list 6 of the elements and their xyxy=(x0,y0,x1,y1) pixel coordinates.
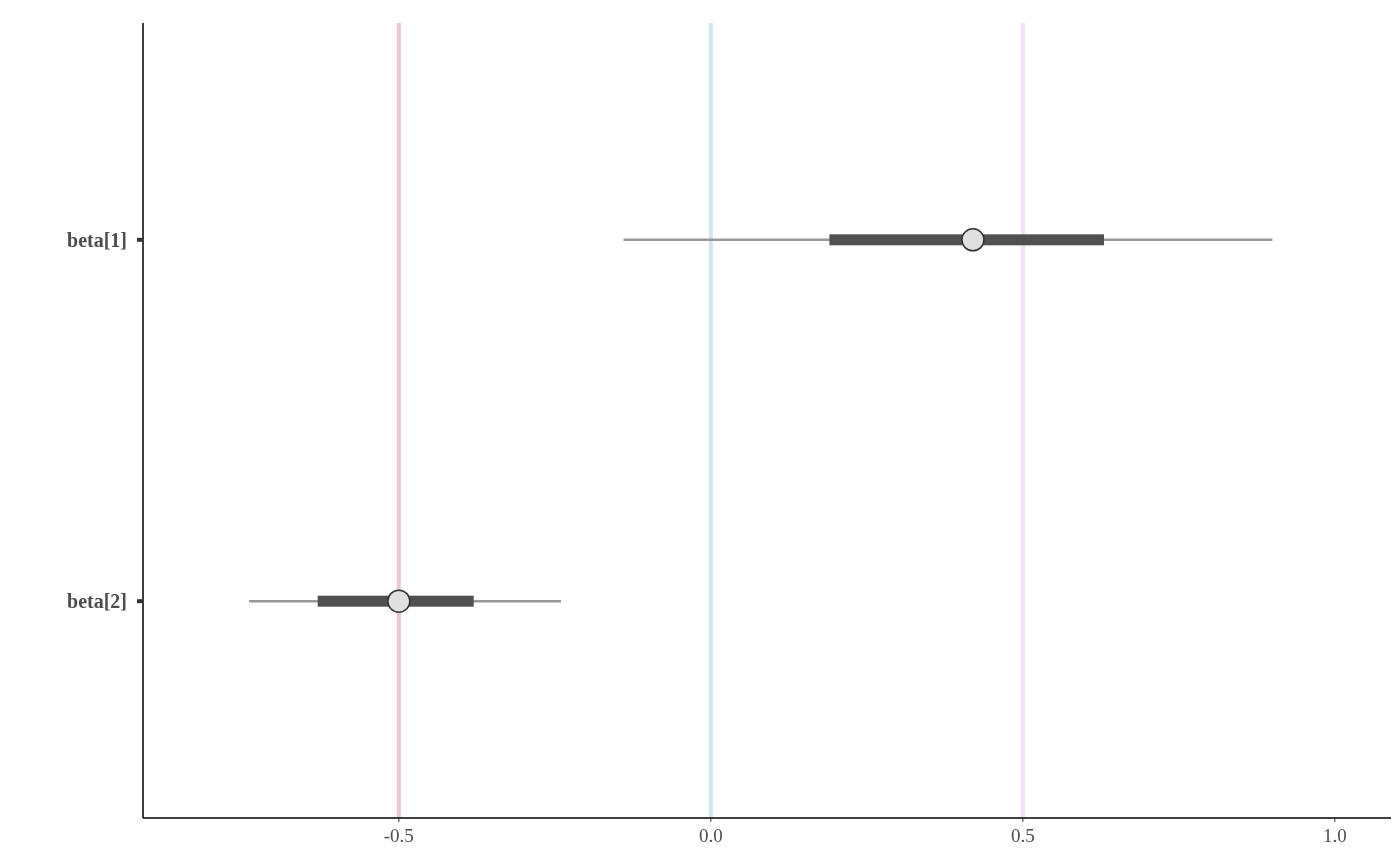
y-tick-label: beta[1] xyxy=(67,228,127,251)
x-tick-label: -0.5 xyxy=(383,825,414,846)
y-tick-label: beta[2] xyxy=(67,590,127,613)
x-tick-label: 0.0 xyxy=(698,825,723,846)
x-tick-label: 0.5 xyxy=(1010,825,1035,846)
x-tick-label: 1.0 xyxy=(1322,825,1347,846)
